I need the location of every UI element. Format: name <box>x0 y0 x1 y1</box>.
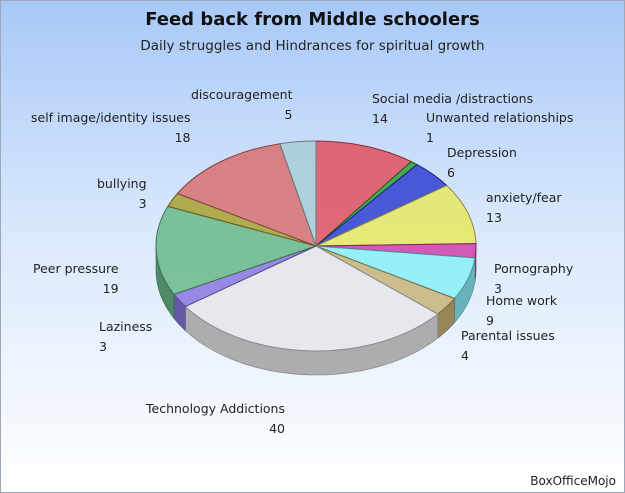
slice-label-value: 14 <box>372 111 388 126</box>
slice-label: Technology Addictions 40 <box>146 399 285 439</box>
slice-label-text: Social media /distractions <box>372 91 534 106</box>
slice-label-text: bullying <box>97 176 147 191</box>
slice-label-value: 13 <box>486 210 502 225</box>
slice-label-text: Parental issues <box>461 328 555 343</box>
slice-label-value: 3 <box>494 281 502 296</box>
pie-slice[interactable] <box>315 184 477 247</box>
slice-label-value: 5 <box>284 107 293 122</box>
slice-label: self image/identity issues 18 <box>31 108 191 148</box>
slice-label-text: Unwanted relationships <box>426 110 574 125</box>
pie-slice[interactable] <box>184 245 439 352</box>
slice-label-value: 3 <box>99 339 107 354</box>
slice-label: anxiety/fear 13 <box>486 188 562 228</box>
slice-label: Parental issues 4 <box>461 326 555 366</box>
slice-label: Depression 6 <box>447 143 517 183</box>
pie-slice[interactable] <box>176 143 317 247</box>
chart-credit: BoxOfficeMojo <box>530 474 616 488</box>
slice-label-text: Home work <box>486 293 558 308</box>
pie-slice[interactable] <box>315 140 413 248</box>
slice-label-value: 1 <box>426 130 434 145</box>
slice-label-value: 9 <box>486 313 494 328</box>
slice-label-text: Pornography <box>494 261 574 276</box>
slice-label: Pornography 3 <box>494 259 573 299</box>
chart-title: Feed back from Middle schoolers <box>145 9 480 30</box>
slice-label-value: 4 <box>461 348 469 363</box>
chart-subtitle: Daily struggles and Hindrances for spiri… <box>140 38 485 54</box>
slice-label-value: 19 <box>102 281 119 296</box>
slice-label-text: self image/identity issues <box>31 110 191 125</box>
slice-label: bullying 3 <box>97 174 147 214</box>
slice-label-text: Depression <box>447 145 517 160</box>
slice-label-text: discouragement <box>191 87 293 102</box>
slice-label-text: anxiety/fear <box>486 190 562 205</box>
slice-label-value: 6 <box>447 165 455 180</box>
slice-label-value: 3 <box>138 196 147 211</box>
slice-label: Peer pressure 19 <box>33 259 119 299</box>
slice-label: Laziness 3 <box>99 317 152 357</box>
slice-label-text: Technology Addictions <box>146 401 285 416</box>
slice-label-text: Peer pressure <box>33 261 119 276</box>
slice-label: Home work 9 <box>486 291 557 331</box>
slice-label-text: Laziness <box>99 319 153 334</box>
pie-slice[interactable] <box>279 140 317 247</box>
slice-label-value: 18 <box>174 130 191 145</box>
pie-slice[interactable] <box>155 205 318 295</box>
slice-label: discouragement 5 <box>191 85 292 125</box>
slice-label: Unwanted relationships 1 <box>426 108 573 148</box>
slice-label-value: 40 <box>269 421 285 436</box>
slice-label: Social media /distractions 14 <box>372 89 533 129</box>
